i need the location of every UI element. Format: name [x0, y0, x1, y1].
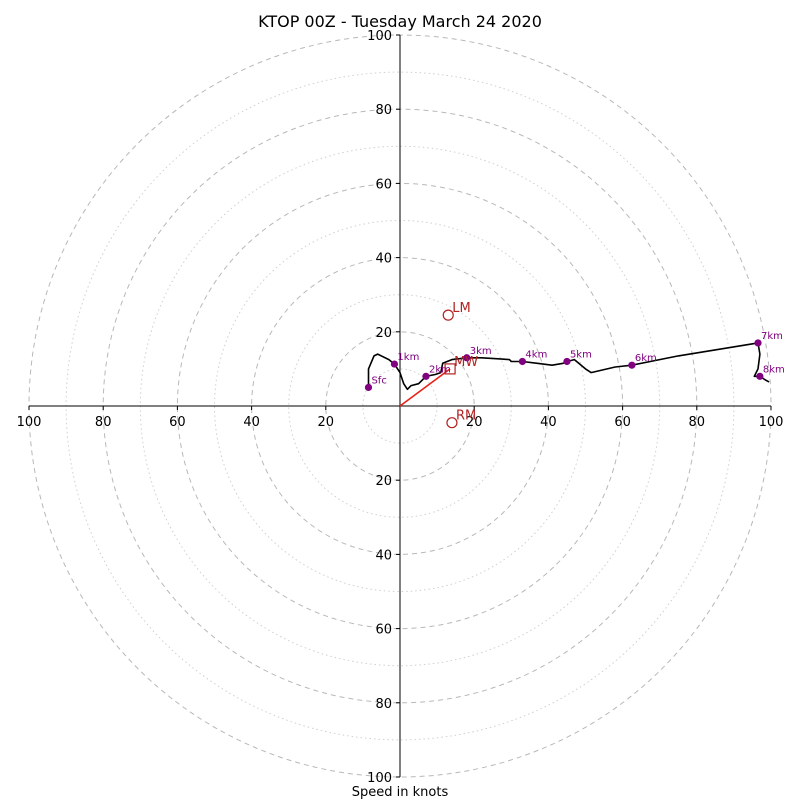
height-marker-dot: [628, 361, 636, 369]
hodograph-trace: [367, 342, 770, 391]
y-tick-label: 60: [375, 623, 392, 638]
x-tick-label: 20: [466, 415, 483, 430]
height-marker-8km: 8km: [756, 364, 785, 380]
y-tick-label: 60: [375, 177, 392, 192]
y-tick-label: 80: [375, 103, 392, 118]
height-marker-label: 7km: [761, 331, 783, 342]
y-tick-label: 100: [367, 29, 392, 44]
height-marker-dot: [563, 357, 571, 366]
height-marker-label: Sfc: [371, 375, 386, 386]
height-marker-dot: [390, 360, 399, 368]
height-marker-dot: [463, 354, 471, 362]
height-marker-7km: 7km: [754, 331, 783, 347]
height-marker-6km: 6km: [628, 353, 657, 369]
height-marker-2km: 2km: [422, 364, 451, 380]
hodograph-series: [367, 342, 770, 407]
height-markers: Sfc 1km 2km 3km 4km 5km 6km 7km 8km: [364, 331, 785, 392]
x-tick-label: 80: [95, 415, 112, 430]
x-tick-label: 80: [689, 415, 706, 430]
height-marker-5km: 5km: [563, 349, 592, 366]
x-tick-label: 20: [318, 415, 335, 430]
x-tick-label: 40: [243, 415, 260, 430]
height-marker-dot: [754, 339, 762, 347]
y-tick-label: 100: [367, 771, 392, 786]
storm-motion-lm: LM: [442, 301, 471, 321]
tick-labels: 100 80 60 40 20 20 40 60 80 100 100 80 60 40 20 20 40 60 8…: [17, 29, 784, 786]
height-marker-label: 6km: [635, 353, 657, 364]
y-tick-label: 20: [375, 474, 392, 489]
y-tick-label: 20: [375, 326, 392, 341]
height-marker-dot: [518, 357, 527, 366]
storm-motion-label: RM: [456, 409, 476, 424]
x-axis-label: Speed in knots: [352, 785, 449, 800]
height-marker-label: 4km: [525, 349, 547, 360]
storm-motion-rm: RM: [446, 409, 476, 429]
storm-motion-label: LM: [452, 301, 470, 316]
height-marker-dot: [756, 372, 764, 380]
height-marker-4km: 4km: [518, 349, 547, 366]
height-marker-dot: [364, 383, 373, 392]
height-marker-label: 2km: [429, 364, 451, 375]
y-tick-label: 80: [375, 697, 392, 712]
storm-motion-markers: LM MW RM: [442, 301, 478, 429]
storm-motion-circle: [442, 309, 454, 321]
x-tick-label: 100: [17, 415, 42, 430]
height-marker-sfc: Sfc: [364, 375, 387, 392]
height-marker-label: 1km: [397, 352, 419, 363]
storm-motion-mw: MW: [444, 355, 478, 375]
storm-motion-square: [444, 363, 456, 375]
chart-title: KTOP 00Z - Tuesday March 24 2020: [258, 12, 542, 31]
x-tick-label: 100: [759, 415, 784, 430]
x-tick-label: 40: [540, 415, 557, 430]
storm-motion-label: MW: [454, 355, 478, 370]
x-tick-label: 60: [614, 415, 631, 430]
height-marker-label: 5km: [570, 349, 592, 360]
height-marker-label: 8km: [763, 364, 785, 375]
mean-wind-vector: [399, 368, 451, 407]
x-tick-label: 60: [169, 415, 186, 430]
y-tick-label: 40: [375, 548, 392, 563]
height-marker-label: 3km: [470, 346, 492, 357]
height-marker-1km: 1km: [390, 352, 419, 368]
height-marker-dot: [422, 372, 430, 380]
height-marker-3km: 3km: [463, 346, 492, 362]
y-tick-label: 40: [375, 252, 392, 267]
storm-motion-circle: [446, 417, 458, 429]
